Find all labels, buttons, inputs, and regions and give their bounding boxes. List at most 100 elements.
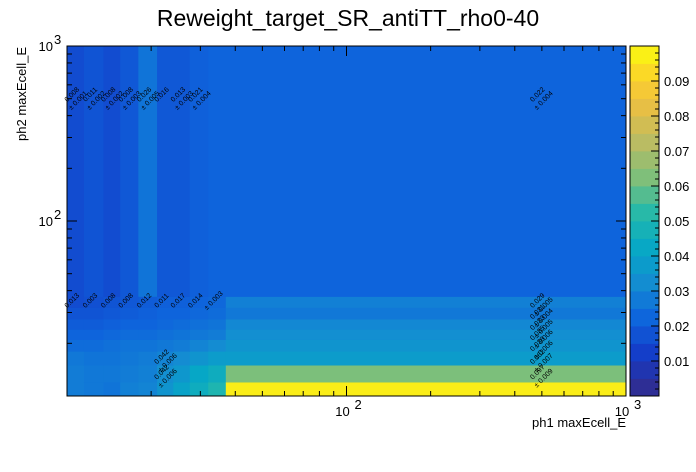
heatmap-cell (120, 329, 139, 340)
heatmap-cell (225, 382, 627, 397)
heatmap-cell (83, 351, 104, 366)
heatmap-cell (157, 339, 174, 352)
heatmap-cell (208, 296, 227, 308)
heatmap-cell (67, 307, 85, 320)
heatmap-cell (120, 46, 139, 297)
color-scale-step (630, 116, 659, 134)
heatmap-cell (189, 307, 209, 320)
color-scale-step (630, 46, 659, 64)
color-scale-tick-label: 0.02 (664, 319, 689, 334)
heatmap-cell (208, 339, 227, 352)
heatmap-cell (83, 365, 104, 383)
heatmap-cell (67, 329, 85, 340)
heatmap-cell (157, 319, 174, 330)
x-tick-label: 10 (335, 404, 349, 419)
color-scale-tick-label: 0.08 (664, 109, 689, 124)
x-tick-label-exponent: 2 (355, 397, 362, 412)
heatmap-cells (67, 46, 627, 397)
heatmap-cell (138, 382, 158, 397)
color-scale-step (630, 291, 659, 309)
heatmap-cell (67, 365, 85, 383)
heatmap-cell (225, 296, 627, 308)
color-scale-axis: 0.01 0.02 0.03 0.04 0.05 0.06 0.07 0.08 0.09 (651, 52, 689, 390)
heatmap-cell (208, 307, 227, 320)
heatmap-cell (189, 382, 209, 397)
heatmap-cell (208, 382, 227, 397)
heatmap-cell (83, 319, 104, 330)
heatmap-cell (103, 319, 121, 330)
heatmap-cell (173, 46, 191, 297)
heatmap-cell (173, 307, 191, 320)
heatmap-cell (189, 351, 209, 366)
heatmap-cell (83, 307, 104, 320)
y-axis-label: ph2 maxEcell_E (14, 47, 29, 141)
color-scale-step (630, 63, 659, 82)
color-scale-step (630, 168, 659, 187)
heatmap-cell (157, 46, 174, 297)
heatmap-cell (173, 319, 191, 330)
color-scale-step (630, 133, 659, 152)
chart-title: Reweight_target_SR_antiTT_rho0-40 (157, 5, 539, 31)
heatmap-cell (120, 307, 139, 320)
heatmap-cell (189, 319, 209, 330)
heatmap-cell (173, 351, 191, 366)
heatmap-cell (103, 329, 121, 340)
heatmap-cell (120, 339, 139, 352)
heatmap-cell (157, 382, 174, 397)
heatmap-cell (208, 319, 227, 330)
y-tick-label-exponent: 3 (54, 32, 61, 47)
heatmap-cell (173, 339, 191, 352)
heatmap-cell (67, 351, 85, 366)
color-scale-step (630, 361, 659, 379)
color-scale-tick-label: 0.03 (664, 284, 689, 299)
heatmap-cell (208, 46, 227, 297)
heatmap-cell (83, 46, 104, 297)
heatmap-cell (225, 329, 627, 340)
color-scale-step (630, 186, 659, 204)
color-scale-step (630, 308, 659, 327)
heatmap-cell (138, 339, 158, 352)
color-scale-step (630, 203, 659, 222)
heatmap-cell (225, 365, 627, 383)
heatmap-cell (83, 296, 104, 308)
heatmap-cell (120, 351, 139, 366)
heatmap-cell (138, 319, 158, 330)
color-scale-step (630, 238, 659, 257)
heatmap-cell (67, 46, 85, 297)
color-scale-tick-label: 0.07 (664, 144, 689, 159)
y-tick-label: 10 (39, 39, 53, 54)
heatmap-cell (83, 382, 104, 397)
heatmap-cell (103, 296, 121, 308)
color-scale-step (630, 98, 659, 117)
color-scale-step (630, 273, 659, 292)
heatmap-cell (157, 307, 174, 320)
heatmap-cell (208, 329, 227, 340)
x-tick-label-exponent: 3 (634, 397, 641, 412)
heatmap-cell (67, 319, 85, 330)
heatmap-cell (157, 365, 174, 383)
heatmap-cell (225, 307, 627, 320)
color-scale-step (630, 81, 659, 99)
heatmap-cell (189, 46, 209, 297)
heatmap-cell (120, 382, 139, 397)
heatmap-cell (189, 365, 209, 383)
heatmap-cell (225, 46, 627, 297)
heatmap-cell (157, 296, 174, 308)
heatmap-cell (103, 339, 121, 352)
color-scale-tick-label: 0.05 (664, 214, 689, 229)
color-scale-step (630, 256, 659, 274)
color-scale-step (630, 221, 659, 239)
color-scale-step (630, 151, 659, 169)
heatmap-cell (120, 296, 139, 308)
color-scale-tick-label: 0.06 (664, 179, 689, 194)
heatmap-cell (208, 365, 227, 383)
heatmap-cell (138, 365, 158, 383)
heatmap-cell (138, 329, 158, 340)
heatmap-cell (103, 307, 121, 320)
heatmap-cell (138, 296, 158, 308)
heatmap-cell (173, 365, 191, 383)
y-tick-label: 10 (39, 214, 53, 229)
heatmap-cell (138, 46, 158, 297)
